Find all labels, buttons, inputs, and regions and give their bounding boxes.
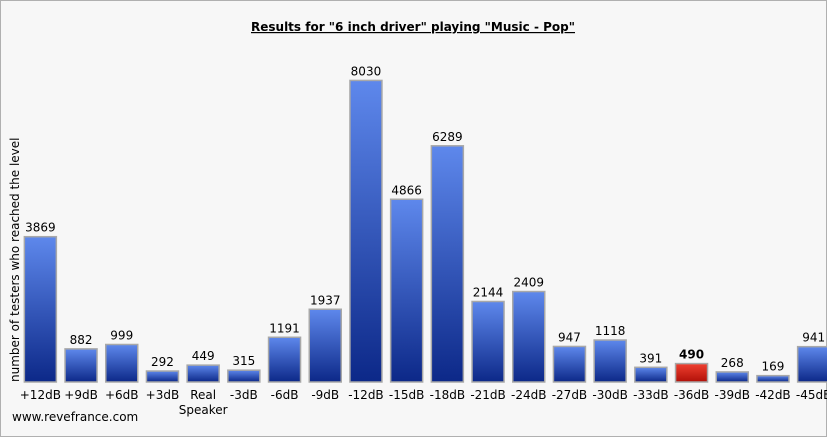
x-tick-label: -3dB [230, 388, 258, 402]
value-label: 169 [761, 360, 784, 374]
value-label: 1191 [269, 321, 300, 335]
bar [593, 339, 627, 383]
value-label: 947 [558, 330, 581, 344]
x-tick-label: -12dB [348, 388, 383, 402]
bar [756, 374, 790, 383]
value-label: 6289 [432, 130, 463, 144]
bar [389, 198, 424, 383]
bar [308, 308, 342, 383]
x-tick-label: +6dB [105, 388, 139, 402]
bar [145, 370, 180, 383]
bar [471, 300, 505, 383]
x-tick-label: -24dB [511, 388, 546, 402]
x-tick-label: -15dB [389, 388, 424, 402]
bar [105, 343, 139, 383]
value-label: 268 [721, 356, 744, 370]
x-tick-label: -39dB [715, 388, 750, 402]
value-label: 449 [192, 349, 215, 363]
value-label: 941 [802, 331, 825, 345]
value-label: 315 [232, 354, 255, 368]
x-tick-label: -6dB [271, 388, 299, 402]
x-tick-label: -30dB [592, 388, 627, 402]
bar [512, 290, 546, 383]
value-label: 292 [151, 355, 174, 369]
x-tick-label: -21dB [470, 388, 505, 402]
bar [23, 235, 58, 383]
bar [674, 362, 709, 383]
value-label: 490 [679, 348, 704, 362]
bar [227, 369, 261, 383]
bar [64, 348, 98, 383]
value-label: 999 [110, 328, 133, 342]
value-label: 882 [70, 333, 93, 347]
bar [267, 336, 302, 383]
x-tick-label: -27dB [552, 388, 587, 402]
value-label: 391 [639, 351, 662, 365]
bar [715, 371, 749, 383]
chart-title: Results for "6 inch driver" playing "Mus… [251, 20, 575, 34]
bar [552, 345, 587, 383]
watermark: www.revefrance.com [12, 410, 138, 424]
y-axis-label: number of testers who reached the level [8, 138, 22, 383]
bar [186, 364, 220, 383]
x-tick-label: +3dB [146, 388, 180, 402]
bar [430, 145, 465, 383]
value-label: 3869 [25, 221, 56, 235]
x-tick-label: -36dB [674, 388, 709, 402]
bar [349, 79, 383, 383]
value-label: 2409 [513, 276, 544, 290]
value-label: 1118 [595, 324, 626, 338]
value-label: 1937 [310, 293, 341, 307]
value-label: 8030 [351, 64, 382, 78]
bar [796, 345, 827, 383]
value-label: 4866 [391, 183, 422, 197]
x-tick-label: -45dB [796, 388, 827, 402]
x-tick-label: +9dB [64, 388, 98, 402]
x-tick-label: -42dB [755, 388, 790, 402]
x-tick-label: -33dB [633, 388, 668, 402]
bar [634, 366, 668, 383]
x-tick-label: Real Speaker [179, 388, 228, 417]
x-tick-label: -18dB [430, 388, 465, 402]
value-label: 2144 [473, 285, 504, 299]
x-tick-label: +12dB [20, 388, 61, 402]
x-tick-label: -9dB [311, 388, 339, 402]
